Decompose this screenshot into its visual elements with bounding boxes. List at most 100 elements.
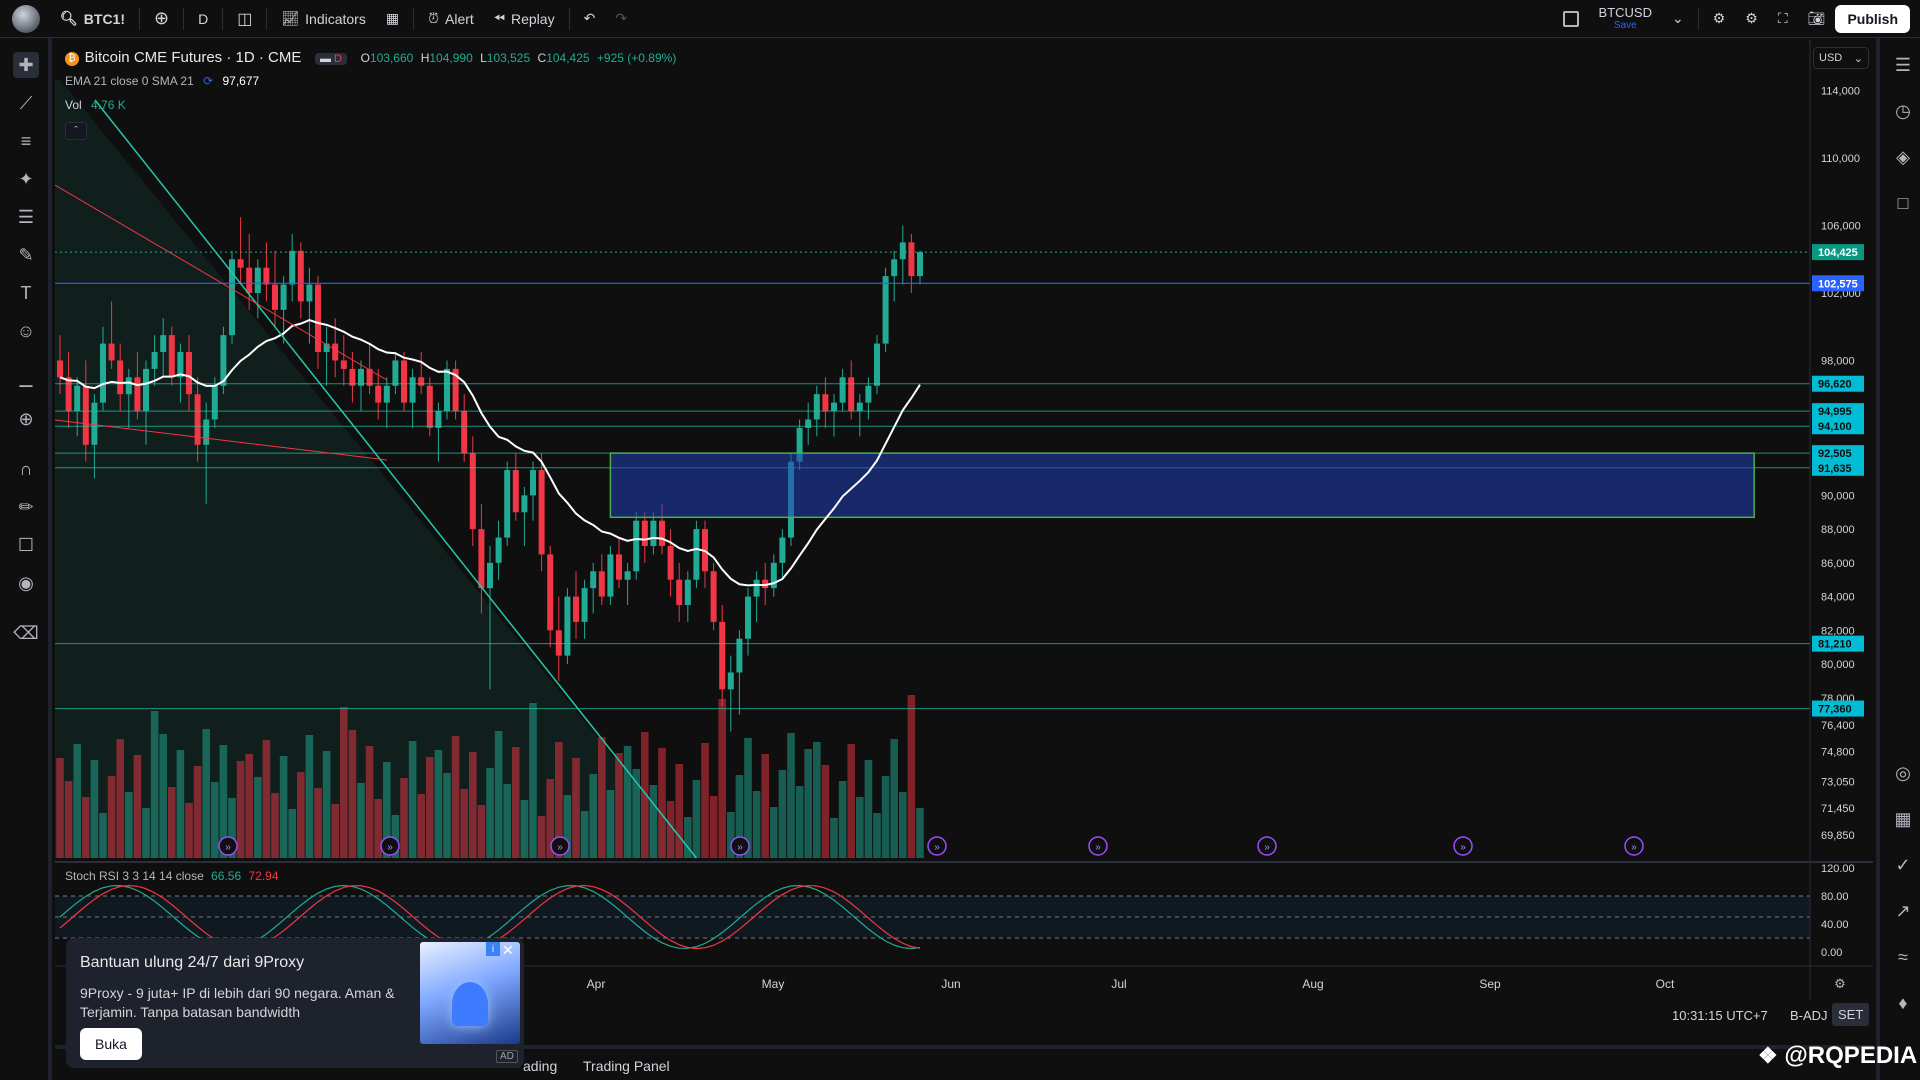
snapshot-button[interactable]: 📷︎ xyxy=(1798,0,1836,38)
level-label-bg xyxy=(1812,375,1864,392)
volume-bar xyxy=(606,790,615,858)
indicators-button[interactable]: 📈︎ Indicators xyxy=(271,0,375,38)
candle-body xyxy=(882,276,889,344)
trend-line-icon[interactable]: ⟋ xyxy=(19,92,33,113)
stoch-tick-label: 80.00 xyxy=(1821,891,1849,903)
currency-selector[interactable]: USD ⌄ xyxy=(1813,47,1869,69)
layout-toggle-button[interactable] xyxy=(1553,0,1589,38)
chevron-down-icon: ⌄ xyxy=(1853,52,1863,65)
patterns-icon[interactable]: ✦ xyxy=(18,168,34,189)
candle-body xyxy=(719,621,726,690)
quick-search-button[interactable]: ⚙ xyxy=(1703,0,1736,38)
event-marker-icon: » xyxy=(387,842,393,853)
candle-body xyxy=(435,411,442,428)
zoom-in-icon[interactable]: ⊕ xyxy=(18,408,34,429)
volume-bar xyxy=(434,750,443,858)
templates-button[interactable]: ▦ xyxy=(376,0,409,38)
redo-button[interactable]: ↷ xyxy=(605,0,637,38)
tab-partial[interactable]: ading xyxy=(523,1058,558,1074)
price-tick-label: 88,000 xyxy=(1821,524,1855,536)
lock-icon[interactable]: ☐ xyxy=(17,534,35,555)
volume-bar xyxy=(279,756,288,858)
level-label-bg xyxy=(1812,418,1864,435)
candle-body xyxy=(280,284,287,310)
layers-icon[interactable]: ◈ xyxy=(1896,146,1910,167)
trash-icon[interactable]: ⌫ xyxy=(13,622,39,643)
fullscreen-button[interactable]: ⛶ xyxy=(1768,0,1798,38)
candle-body xyxy=(315,284,321,353)
compare-symbol-button[interactable]: ⊕ xyxy=(144,0,179,38)
ad-open-button[interactable]: Buka xyxy=(80,1028,142,1060)
publish-button[interactable]: Publish xyxy=(1835,4,1910,33)
emoji-icon[interactable]: ☺ xyxy=(16,320,36,341)
volume-bar xyxy=(486,768,494,858)
ad-image[interactable] xyxy=(420,942,520,1044)
chat-icon[interactable]: □ xyxy=(1897,192,1909,213)
symbol-title[interactable]: Bitcoin CME Futures · 1D · CME xyxy=(84,49,302,66)
bell-icon[interactable]: ♦ xyxy=(1898,992,1908,1013)
adjustment-toggle[interactable]: B-ADJ xyxy=(1790,1008,1828,1023)
target-icon[interactable]: ◎ xyxy=(1895,762,1911,783)
replay-button[interactable]: ⏪︎ Replay xyxy=(484,0,565,38)
volume-bar xyxy=(555,742,563,858)
ad-popup[interactable]: Bantuan ulung 24/7 dari 9Proxy 9Proxy - … xyxy=(66,938,524,1068)
clock[interactable]: 10:31:15 UTC+7 xyxy=(1672,1008,1768,1023)
fib-retracement-icon[interactable]: ≡ xyxy=(20,130,32,151)
candle-body xyxy=(624,571,631,580)
alert-button[interactable]: ⏰︎ Alert xyxy=(418,0,484,38)
volume-bar xyxy=(340,707,348,858)
ema-legend[interactable]: EMA 21 close 0 SMA 21 ⟳ 97,677 xyxy=(65,74,259,88)
session-badge[interactable]: ▬ D xyxy=(314,53,347,65)
change-value: +925 (+0.89%) xyxy=(596,51,677,65)
price-chart[interactable]: »»»»»»»»»» 114,000110,000106,000102,0009… xyxy=(55,40,1873,1040)
price-tick-label: 106,000 xyxy=(1821,221,1861,233)
undo-button[interactable]: ↶ xyxy=(574,0,606,38)
layout-name-button[interactable]: BTCUSD Save xyxy=(1589,0,1662,38)
ruler-icon[interactable]: ⚊ xyxy=(17,370,35,391)
candle-body xyxy=(254,267,261,293)
crosshair-icon[interactable]: ✚ xyxy=(13,52,39,78)
candle-body xyxy=(263,267,270,285)
settlement-toggle[interactable]: SET xyxy=(1832,1003,1870,1026)
chart-type-button[interactable]: ◫ xyxy=(227,0,262,38)
settings-button[interactable]: ⚙ xyxy=(1735,0,1768,38)
volume-bar xyxy=(494,731,503,858)
volume-bar xyxy=(443,773,451,858)
volume-bar xyxy=(787,733,795,858)
event-marker-icon: » xyxy=(557,842,563,853)
text-icon[interactable]: T xyxy=(20,282,32,303)
volume-bar xyxy=(99,813,107,858)
volume-bar xyxy=(761,754,769,858)
tab-trading-panel[interactable]: Trading Panel xyxy=(583,1058,670,1074)
brush-icon[interactable]: ✎ xyxy=(18,244,34,265)
candle-body xyxy=(297,250,304,302)
chevron-down-icon: ⌄ xyxy=(1671,10,1684,26)
chart-line-icon[interactable]: ↗ xyxy=(1895,900,1911,921)
candle-body xyxy=(246,267,253,293)
close-icon[interactable]: ✕ xyxy=(502,942,514,958)
magnet-icon[interactable]: ∩ xyxy=(19,458,33,479)
broadcast-icon[interactable]: ≈ xyxy=(1898,946,1908,967)
stay-in-drawing-icon[interactable]: ✏ xyxy=(18,496,34,517)
alerts-clock-icon[interactable]: ◷ xyxy=(1895,100,1911,121)
layout-dropdown-button[interactable]: ⌄ xyxy=(1662,0,1694,38)
collapse-legend-button[interactable]: ˆ xyxy=(65,122,87,140)
forecasting-icon[interactable]: ☰ xyxy=(17,206,35,227)
eye-icon[interactable]: ◉ xyxy=(18,572,34,593)
interval-button[interactable]: D xyxy=(198,10,209,27)
chart-annotations xyxy=(55,80,697,858)
chart-area[interactable]: »»»»»»»»»» 114,000110,000106,000102,0009… xyxy=(55,40,1873,1040)
volume-legend[interactable]: Vol 4.76 K xyxy=(65,98,126,112)
user-avatar[interactable] xyxy=(12,4,40,33)
ad-info-icon[interactable]: i xyxy=(486,942,500,956)
candle-body xyxy=(745,596,751,639)
stoch-rsi-legend[interactable]: Stoch RSI 3 3 14 14 close 66.56 72.94 xyxy=(65,869,279,883)
candle-body xyxy=(108,343,115,361)
drawing-toolbar: ✚ ⟋ ≡ ✦ ☰ ✎ T ☺ ⚊ ⊕ ∩ ✏ ☐ ◉ ⌫ xyxy=(0,38,52,1080)
watchlist-icon[interactable]: ☰ xyxy=(1894,54,1912,75)
symbol-search-button[interactable]: 🔍︎ BTC1! xyxy=(50,0,135,38)
calendar-icon[interactable]: ▦ xyxy=(1894,808,1912,829)
ideas-icon[interactable]: ✓ xyxy=(1895,854,1911,875)
candle-body xyxy=(100,343,106,403)
candle-body xyxy=(487,562,493,589)
